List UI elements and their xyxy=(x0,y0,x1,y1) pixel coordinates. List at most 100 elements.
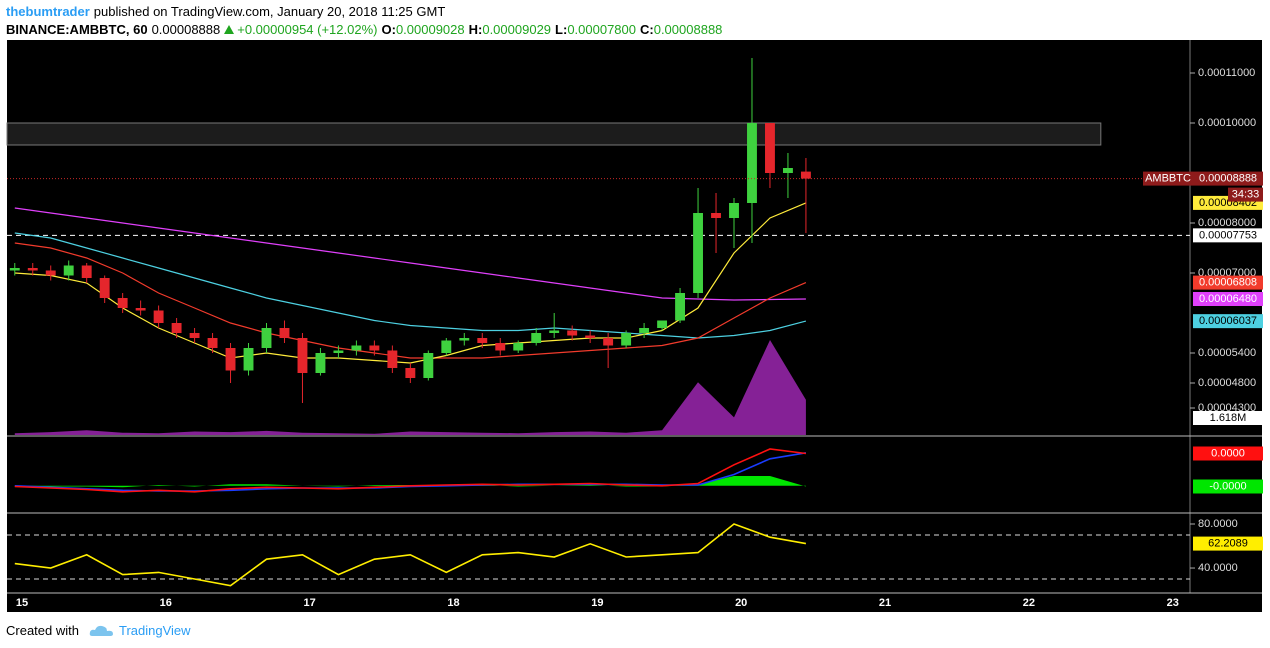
candle-body xyxy=(117,298,128,308)
x-tick-label: 19 xyxy=(591,597,603,609)
candle-body xyxy=(441,340,452,353)
x-tick-label: 22 xyxy=(1023,597,1035,609)
candle-body xyxy=(225,348,236,371)
y-tick-label: 0.00008000 xyxy=(1198,217,1256,229)
price-badge xyxy=(1193,171,1263,186)
candle-body xyxy=(405,368,416,378)
price-badge-label: 62.2089 xyxy=(1208,537,1248,549)
candle-body xyxy=(369,345,380,351)
up-arrow xyxy=(224,25,235,34)
candle-body xyxy=(729,203,739,218)
x-tick-label: 16 xyxy=(160,597,172,609)
price-badge-label: AMBBTC xyxy=(1145,173,1191,185)
candle-body xyxy=(99,278,110,298)
price-badge-label: -0.0000 xyxy=(1209,480,1246,492)
x-tick-label: 17 xyxy=(304,597,316,609)
price-badge-label: 0.00006037 xyxy=(1199,315,1257,327)
price-badge-label: 0.0000 xyxy=(1211,447,1245,459)
price-badge xyxy=(1193,446,1263,461)
candle-body xyxy=(693,213,703,293)
candle-body xyxy=(63,265,74,276)
y-tick-label: 0.00005400 xyxy=(1198,347,1256,359)
candle-body xyxy=(45,270,56,276)
ohlc-value: 0.00007800 xyxy=(567,22,636,37)
candle-body xyxy=(387,350,398,368)
symbol: BINANCE:AMBBTC, 60 xyxy=(6,22,148,37)
price-badge-label: 0.00006480 xyxy=(1199,293,1257,305)
price-badge xyxy=(1193,411,1263,425)
candle-body xyxy=(603,338,614,346)
candle-body xyxy=(279,328,290,338)
logo xyxy=(89,625,113,636)
footer: Created with TradingView xyxy=(6,623,195,638)
candle-body xyxy=(657,320,668,328)
price-badge xyxy=(1193,228,1263,243)
ohlc-value: 0.00008888 xyxy=(653,22,723,37)
header-line: BINANCE:AMBBTC, 60 0.00008888 +0.00000954 … xyxy=(6,22,726,37)
candle-body xyxy=(477,338,488,343)
candle-body xyxy=(315,353,326,373)
y-tick-label: 0.00011000 xyxy=(1198,67,1255,79)
candle-body xyxy=(747,123,757,203)
moving-average xyxy=(14,232,807,339)
candle-body xyxy=(675,293,686,321)
candle-body xyxy=(711,213,721,218)
y-tick-label: 0.00010000 xyxy=(1198,117,1256,129)
created-with: Created with xyxy=(6,623,79,638)
price-badge xyxy=(1193,479,1263,494)
x-tick-label: 15 xyxy=(16,597,28,609)
ohlc-value: 0.00009029 xyxy=(482,22,552,37)
x-tick-label: 18 xyxy=(447,597,459,609)
ohlc-label: L: xyxy=(555,22,568,37)
price-badge-label: 0.00006808 xyxy=(1199,277,1257,289)
x-tick-label: 21 xyxy=(879,597,891,609)
moving-average xyxy=(14,207,806,301)
change: +0.00000954 (+12.02%) xyxy=(237,22,378,37)
x-tick-label: 20 xyxy=(735,597,747,609)
candle-body xyxy=(135,308,146,311)
volume-area xyxy=(14,340,806,435)
candle-body xyxy=(800,171,811,179)
candle-body xyxy=(207,338,218,348)
candle-body xyxy=(171,323,182,333)
price-badge-label: 34:33 xyxy=(1232,189,1260,201)
candle-body xyxy=(621,333,632,346)
price-badge xyxy=(1193,292,1263,306)
candle-body xyxy=(783,168,793,173)
brand[interactable]: TradingView xyxy=(118,623,191,638)
author[interactable]: thebumtrader xyxy=(6,4,90,19)
price: 0.00008888 xyxy=(151,22,221,37)
price-badge-label: 1.618M xyxy=(1210,412,1247,424)
zone xyxy=(6,122,1102,146)
candle-body xyxy=(27,268,38,271)
indicator-line xyxy=(14,448,806,493)
ohlc-label: C: xyxy=(640,22,654,37)
price-badge xyxy=(1193,536,1263,551)
candle-body xyxy=(585,335,596,338)
candle-body xyxy=(765,123,775,173)
price-badge xyxy=(1143,171,1193,186)
ohlc-label: O: xyxy=(381,22,396,37)
header-line: thebumtrader published on TradingView.com… xyxy=(6,4,449,19)
price-badge xyxy=(1228,187,1263,202)
candle-body xyxy=(567,330,578,336)
ohlc-label: H: xyxy=(468,22,483,37)
candle-body xyxy=(333,350,344,353)
y-tick-label: 80.0000 xyxy=(1198,518,1238,530)
candle-body xyxy=(495,343,506,351)
y-tick-label: 0.00004800 xyxy=(1198,377,1256,389)
candle-body xyxy=(423,353,434,378)
price-badge-label: 0.00007753 xyxy=(1199,229,1257,241)
price-badge-label: 0.00008888 xyxy=(1199,173,1257,185)
candle-body xyxy=(243,348,254,371)
candle-body xyxy=(189,333,200,338)
candle-body xyxy=(639,328,650,333)
candle-body xyxy=(459,338,470,341)
candle-body xyxy=(9,268,20,271)
published: published on TradingView.com, January 20… xyxy=(93,4,446,19)
candle-body xyxy=(513,343,524,351)
y-tick-label: 0.00004300 xyxy=(1198,402,1256,414)
candle-body xyxy=(351,345,362,351)
price-badge xyxy=(1193,314,1263,329)
